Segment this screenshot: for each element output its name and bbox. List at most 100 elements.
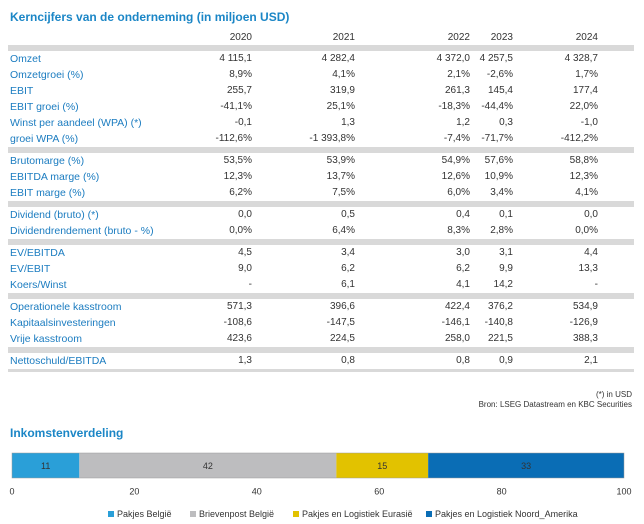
- cell: -412,2%: [560, 133, 598, 144]
- cell: 8,3%: [447, 225, 470, 236]
- cell: 4 372,0: [436, 53, 470, 64]
- cell: -0,1: [234, 117, 252, 128]
- cell: 319,9: [329, 85, 355, 96]
- bar-segment: [79, 453, 337, 478]
- data-label: 42: [203, 461, 213, 471]
- cell: -18,3%: [438, 101, 470, 112]
- row-label: EBITDA marge (%): [10, 171, 100, 183]
- cell: 0,0: [238, 209, 252, 220]
- x-tick-label: 40: [252, 486, 262, 496]
- cell: 4 257,5: [479, 53, 513, 64]
- legend-label: Brievenpost België: [199, 509, 274, 519]
- cell: -147,5: [326, 317, 355, 328]
- cell: 2,1%: [447, 69, 470, 80]
- table-row: Koers/Winst - 6,1 4,1 14,2 -: [8, 277, 634, 293]
- legend-label: Pakjes en Logistiek Eurasië: [302, 509, 413, 519]
- row-label: Kapitaalsinvesteringen: [10, 317, 116, 329]
- cell: 3,1: [499, 247, 513, 258]
- x-tick-label: 80: [497, 486, 507, 496]
- legend-swatch: [190, 511, 196, 517]
- table-row: EBITDA marge (%) 12,3% 13,7% 12,6% 10,9% 12,3…: [8, 169, 634, 185]
- column-header: 2020: [229, 32, 252, 43]
- cell: -146,1: [441, 317, 470, 328]
- cell: 6,1: [341, 279, 355, 290]
- cell: -140,8: [484, 317, 513, 328]
- cell: 7,5%: [332, 187, 355, 198]
- cell: 6,2: [341, 263, 355, 274]
- row-label: Nettoschuld/EBITDA: [10, 355, 107, 367]
- cell: 53,5%: [223, 155, 252, 166]
- bar-outline: [11, 452, 625, 479]
- cell: 422,4: [444, 301, 470, 312]
- cell: 12,6%: [441, 171, 470, 182]
- separator: [8, 369, 634, 372]
- cell: -1 393,8%: [309, 133, 355, 144]
- cell: 9,0: [238, 263, 252, 274]
- note: (*) in USD: [595, 390, 632, 399]
- separator: [8, 239, 634, 245]
- cell: -112,6%: [215, 133, 252, 144]
- cell: 4,4: [584, 247, 598, 258]
- cell: 0,3: [499, 117, 513, 128]
- table-row: EV/EBITDA 4,5 3,4 3,0 3,1 4,4: [8, 245, 634, 261]
- x-tick-label: 100: [616, 486, 631, 496]
- cell: 3,4: [341, 247, 355, 258]
- cell: 0,8: [456, 355, 470, 366]
- data-label: 15: [377, 461, 387, 471]
- row-label: EBIT marge (%): [10, 187, 86, 199]
- cell: 4 328,7: [564, 53, 598, 64]
- cell: 6,2%: [229, 187, 252, 198]
- cell: 145,4: [487, 85, 513, 96]
- cell: 534,9: [572, 301, 598, 312]
- row-label: Koers/Winst: [10, 279, 67, 291]
- column-header: 2023: [490, 32, 513, 43]
- cell: 0,0%: [575, 225, 598, 236]
- cell: 10,9%: [484, 171, 513, 182]
- header-row: 2020 2021 2022 2023 2024: [8, 30, 634, 45]
- cell: 2,1: [584, 355, 598, 366]
- cell: 6,4%: [332, 225, 355, 236]
- cell: 58,8%: [569, 155, 598, 166]
- cell: 12,3%: [223, 171, 252, 182]
- row-label: Winst per aandeel (WPA) (*): [10, 117, 142, 129]
- cell: -41,1%: [220, 101, 252, 112]
- cell: 25,1%: [326, 101, 355, 112]
- cell: 6,2: [456, 263, 470, 274]
- cell: 14,2: [493, 279, 513, 290]
- chart: 0 20 40 60 80 100 11 42 15 33 Pakjes België Brieven…: [9, 452, 632, 519]
- separator: [8, 147, 634, 153]
- cell: 0,8: [341, 355, 355, 366]
- legend-label: Pakjes België: [117, 509, 172, 519]
- cell: 0,0%: [229, 225, 252, 236]
- cell: 4,1%: [575, 187, 598, 198]
- row-label: EBIT: [10, 85, 34, 97]
- table: 2020 2021 2022 2023 2024 Omzet 4 115,1 4 282,4 4…: [8, 30, 634, 372]
- cell: 258,0: [444, 333, 470, 344]
- table-row: Winst per aandeel (WPA) (*) -0,1 1,3 1,2 0,3…: [8, 115, 634, 131]
- cell: 12,3%: [569, 171, 598, 182]
- column-header: 2024: [575, 32, 598, 43]
- cell: 221,5: [487, 333, 513, 344]
- row-label: Omzet: [10, 53, 41, 65]
- cell: 4 282,4: [321, 53, 355, 64]
- cell: 261,3: [444, 85, 470, 96]
- note: Bron: LSEG Datastream en KBC Securities: [478, 400, 632, 409]
- column-header: 2022: [447, 32, 470, 43]
- table-row: Brutomarge (%) 53,5% 53,9% 54,9% 57,6% 58,8%: [8, 153, 634, 169]
- cell: 423,6: [226, 333, 252, 344]
- row-label: EV/EBITDA: [10, 247, 65, 259]
- cell: 22,0%: [569, 101, 598, 112]
- cell: 54,9%: [441, 155, 470, 166]
- cell: 0,4: [456, 209, 470, 220]
- cell: 0,0: [584, 209, 598, 220]
- table-row: EBIT 255,7 319,9 261,3 145,4 177,4: [8, 83, 634, 99]
- x-tick-label: 20: [129, 486, 139, 496]
- cell: 1,3: [341, 117, 355, 128]
- cell: -: [594, 279, 598, 290]
- cell: 4,1: [456, 279, 470, 290]
- table-row: Nettoschuld/EBITDA 1,3 0,8 0,8 0,9 2,1: [8, 353, 634, 369]
- table-row: Kapitaalsinvesteringen -108,6 -147,5 -146,1…: [8, 315, 634, 331]
- row-label: Vrije kasstroom: [10, 333, 82, 345]
- table-row: Omzetgroei (%) 8,9% 4,1% 2,1% -2,6% 1,7%: [8, 67, 634, 83]
